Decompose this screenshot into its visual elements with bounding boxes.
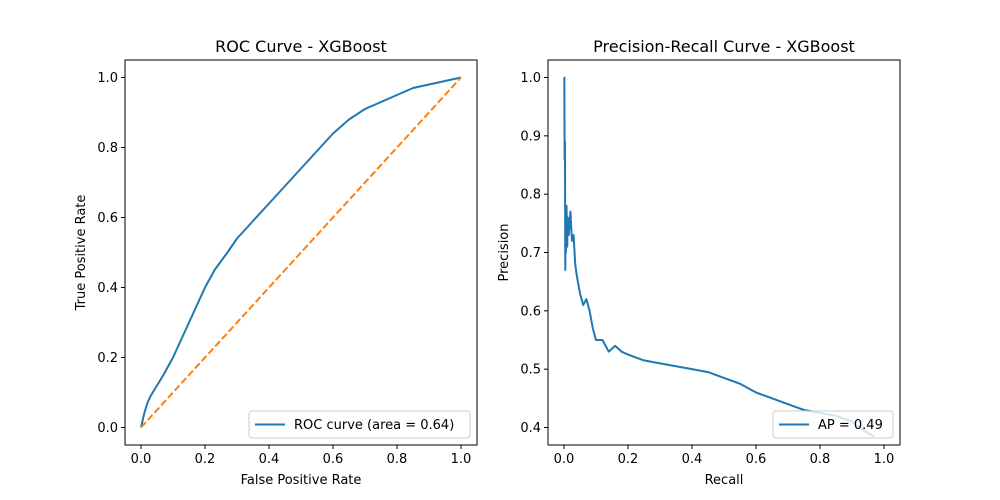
pr-plot-ticks: 0.0 0.2 0.4 0.6 0.8 1.0 0.4 0.5 0.6 0.7 0.8 0.9 1.0 [520, 71, 894, 467]
pr-plot-x-tick-label: 0.6 [746, 452, 767, 467]
pr-plot-y-tick-label: 0.9 [520, 129, 541, 144]
roc-plot-chance-line [140, 76, 462, 429]
pr-plot-legend: AP = 0.49 [772, 410, 894, 439]
roc-plot-y-tick-label: 0.4 [97, 281, 118, 296]
pr-plot-x-tick-label: 1.0 [874, 452, 895, 467]
pr-plot-y-tick-label: 0.4 [520, 421, 541, 436]
pr-plot-x-tick-label: 0.2 [618, 452, 639, 467]
pr-plot-legend-label: AP = 0.49 [818, 418, 883, 433]
roc-plot-y-tick-label: 1.0 [97, 71, 118, 86]
roc-plot-x-tick-label: 0.2 [195, 452, 216, 467]
pr-plot-axes-frame [547, 59, 901, 446]
roc-plot-x-axis-label: False Positive Rate [241, 473, 362, 488]
roc-plot-x-tick-label: 1.0 [451, 452, 472, 467]
pr-plot-x-tick-label: 0.0 [554, 452, 575, 467]
roc-plot: ROC Curve - XGBoost 0.0 0.2 0.4 0.6 0.8 1.00.… [74, 37, 478, 488]
pr-plot-y-tick-label: 0.8 [520, 188, 541, 203]
roc-plot-y-axis-label: True Positive Rate [74, 195, 89, 312]
roc-plot-y-tick-label: 0.2 [97, 351, 118, 366]
roc-plot-x-tick-label: 0.8 [387, 452, 408, 467]
roc-plot-x-tick-label: 0.4 [259, 452, 280, 467]
roc-plot-x-tick-label: 0.0 [131, 452, 152, 467]
roc-plot-legend-label: ROC curve (area = 0.64) [294, 418, 454, 433]
roc-plot-lines [140, 76, 462, 429]
pr-plot-y-tick-label: 0.7 [520, 246, 541, 261]
pr-plot-series-line [563, 76, 875, 438]
roc-plot-legend-box [248, 410, 471, 439]
roc-plot-y-tick-label: 0.6 [97, 211, 118, 226]
roc-plot-legend: ROC curve (area = 0.64) [248, 410, 471, 439]
pr-plot-x-tick-label: 0.4 [682, 452, 703, 467]
roc-plot-y-tick-label: 0.0 [97, 421, 118, 436]
pr-plot-y-tick-label: 0.6 [520, 304, 541, 319]
pr-plot-x-tick-label: 0.8 [810, 452, 831, 467]
pr-plot-x-axis-label: Recall [705, 473, 744, 488]
pr-plot-y-tick-label: 1.0 [520, 71, 541, 86]
pr-plot-legend-box [772, 410, 894, 439]
pr-plot: Precision-Recall Curve - XGBoost 0.0 0.2 0… [497, 37, 901, 488]
pr-plot-title: Precision-Recall Curve - XGBoost [593, 37, 855, 56]
roc-plot-series-line [140, 76, 462, 428]
roc-plot-y-tick-label: 0.8 [97, 141, 118, 156]
roc-plot-axes-frame [124, 59, 478, 446]
roc-plot-title: ROC Curve - XGBoost [215, 37, 387, 56]
pr-plot-y-tick-label: 0.5 [520, 363, 541, 378]
roc-plot-ticks: 0.0 0.2 0.4 0.6 0.8 1.0 0.0 0.2 0.4 0.6 0.8 1.0 [97, 71, 471, 467]
pr-plot-lines [563, 76, 875, 438]
pr-plot-y-axis-label: Precision [497, 223, 512, 281]
roc-plot-x-tick-label: 0.6 [323, 452, 344, 467]
